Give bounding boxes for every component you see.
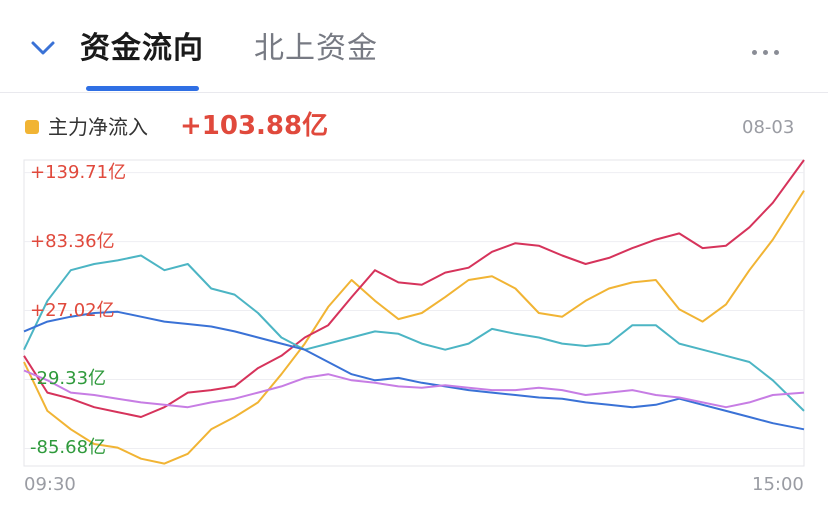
tab-capital-flow[interactable]: 资金流向 bbox=[80, 31, 204, 66]
series-line-1 bbox=[23, 159, 805, 418]
series-line-3 bbox=[23, 310, 805, 431]
x-tick-end: 15:00 bbox=[752, 474, 804, 495]
active-tab-indicator bbox=[86, 86, 199, 91]
header: 资金流向 北上资金 bbox=[0, 0, 828, 93]
tab-northbound-capital[interactable]: 北上资金 bbox=[254, 31, 378, 66]
y-tick-label: +83.36亿 bbox=[30, 230, 115, 252]
y-tick-label: -85.68亿 bbox=[30, 437, 107, 459]
x-tick-start: 09:30 bbox=[24, 474, 76, 495]
y-tick-label: -29.33亿 bbox=[30, 368, 107, 390]
series-line-4 bbox=[23, 369, 805, 409]
legend-swatch bbox=[25, 120, 39, 134]
y-tick-label: +27.02亿 bbox=[30, 299, 115, 321]
series-label: 主力净流入 bbox=[48, 115, 148, 139]
chevron-down-icon[interactable] bbox=[28, 36, 58, 58]
chart-canvas bbox=[23, 159, 805, 467]
series-line-0 bbox=[23, 190, 805, 465]
date-label: 08-03 bbox=[742, 117, 795, 138]
more-options-icon[interactable] bbox=[752, 40, 792, 56]
main-net-inflow-value: +103.88亿 bbox=[180, 111, 329, 141]
flow-summary: 主力净流入 +103.88亿 08-03 bbox=[0, 110, 828, 146]
y-tick-label: +139.71亿 bbox=[30, 161, 127, 183]
series-line-2 bbox=[23, 254, 805, 412]
plot-frame bbox=[23, 159, 805, 467]
flow-chart: +139.71亿 +83.36亿 +27.02亿 -29.33亿 -85.68亿 09:… bbox=[0, 150, 828, 510]
